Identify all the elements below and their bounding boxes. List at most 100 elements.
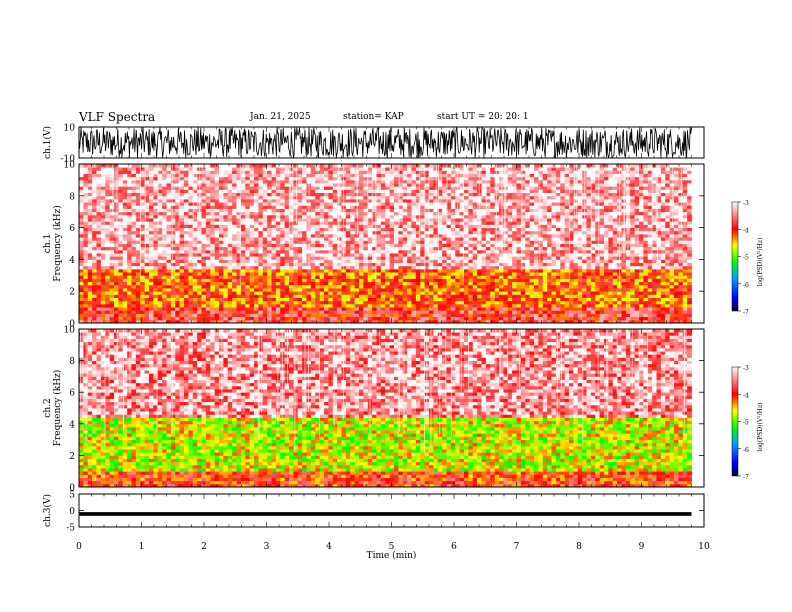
spectrogram-cell [236, 256, 242, 260]
spectrogram-cell [275, 313, 281, 318]
spectrogram-cell [227, 233, 233, 238]
spectrogram-cell [144, 237, 150, 241]
spectrogram-cell [389, 214, 395, 219]
spectrogram-cell [564, 227, 570, 232]
spectrogram-cell [254, 259, 259, 263]
spectrogram-cell [175, 303, 181, 308]
spectrogram-cell [315, 265, 321, 270]
spectrogram-cell [560, 240, 566, 244]
spectrogram-cell [105, 300, 111, 305]
spectrogram-cell [674, 313, 679, 318]
spectrogram-cell [79, 211, 84, 216]
spectrogram-cell [639, 303, 644, 308]
spectrogram-cell [437, 268, 443, 273]
spectrogram-cell [170, 243, 176, 248]
spectrogram-cell [262, 218, 268, 222]
spectrogram-cell [604, 230, 609, 235]
spectrogram-cell [652, 294, 657, 298]
spectrogram-cell [586, 281, 592, 286]
spectrogram-cell [280, 319, 286, 324]
spectrogram-cell [656, 265, 662, 270]
spectrogram-cell [573, 233, 579, 238]
spectrogram-cell [83, 268, 89, 273]
spectrogram-cell [490, 265, 496, 270]
spectrogram-cell [538, 316, 544, 321]
spectrogram-cell [433, 284, 439, 289]
spectrogram-cell [162, 240, 167, 244]
spectrogram-cell [100, 272, 106, 276]
spectrogram-cell [380, 211, 386, 216]
spectrogram-cell [306, 300, 312, 305]
spectrogram-cell [245, 300, 251, 305]
spectrogram-cell [219, 256, 224, 260]
spectrogram-cell [682, 297, 688, 302]
spectrogram-cell [306, 294, 312, 298]
spectrogram-cell [227, 227, 233, 232]
spectrogram-cell [630, 300, 636, 305]
spectrogram-cell [512, 214, 517, 219]
spectrogram-cell [380, 303, 386, 308]
spectrogram-cell [319, 265, 325, 270]
spectrogram-cell [682, 221, 688, 225]
spectrogram-cell [529, 211, 535, 216]
spectrogram-cell [302, 233, 307, 238]
spectrogram-cell [669, 227, 675, 232]
spectrogram-cell [402, 297, 408, 302]
spectrogram-cell [315, 214, 321, 219]
spectrogram-cell [240, 268, 246, 273]
spectrogram-cell [411, 253, 417, 257]
spectrogram-cell [503, 297, 509, 302]
spectrogram-cell [569, 294, 574, 298]
spectrogram-cell [542, 211, 548, 216]
spectrogram-cell [83, 265, 89, 270]
spectrogram-cell [682, 316, 688, 321]
spectrogram-cell [639, 297, 644, 302]
spectrogram-cell [114, 272, 119, 276]
spectrogram-cell [424, 288, 430, 292]
spectrogram-cell [109, 243, 115, 248]
spectrogram-cell [83, 272, 89, 276]
spectrogram-cell [363, 281, 369, 286]
spectrogram-cell [367, 265, 373, 270]
spectrogram-cell [577, 262, 583, 267]
spectrogram-cell [459, 288, 465, 292]
spectrogram-cell [245, 275, 251, 279]
spectrogram-cell [437, 240, 443, 244]
spectrogram-cell [481, 237, 487, 241]
spectrogram-cell [464, 300, 469, 305]
spectrogram-cell [223, 281, 229, 286]
spectrogram-cell [249, 313, 255, 318]
spectrogram-cell [359, 265, 364, 270]
spectrogram-cell [385, 233, 391, 238]
spectrogram-cell [359, 291, 364, 295]
spectrogram-cell [262, 297, 268, 302]
spectrogram-cell [271, 221, 277, 225]
spectrogram-cell [197, 297, 202, 302]
spectrogram-cell [114, 214, 119, 219]
spectrogram-cell [153, 221, 159, 225]
spectrogram-cell [293, 281, 299, 286]
spectrogram-cell [319, 316, 325, 321]
spectrogram-cell [494, 243, 500, 248]
spectrogram-cell [481, 221, 487, 225]
spectrogram-cell [372, 243, 377, 248]
spectrogram-cell [280, 237, 286, 241]
spectrogram-cell [284, 278, 290, 283]
spectrogram-cell [660, 316, 666, 321]
spectrogram-cell [153, 278, 159, 283]
spectrogram-cell [363, 246, 369, 251]
spectrogram-cell [512, 310, 517, 314]
spectrogram-cell [105, 253, 111, 257]
spectrogram-cell [275, 294, 281, 298]
spectrogram-cell [197, 300, 202, 305]
spectrogram-cell [376, 297, 382, 302]
spectrogram-cell [380, 281, 386, 286]
spectrogram-cell [665, 259, 671, 263]
spectrogram-cell [254, 310, 259, 314]
spectrogram-cell [573, 240, 579, 244]
spectrogram-cell [407, 291, 412, 295]
spectrogram-cell [389, 310, 395, 314]
spectrogram-cell [424, 233, 430, 238]
spectrogram-cell [144, 253, 150, 257]
spectrogram-cell [573, 224, 579, 228]
